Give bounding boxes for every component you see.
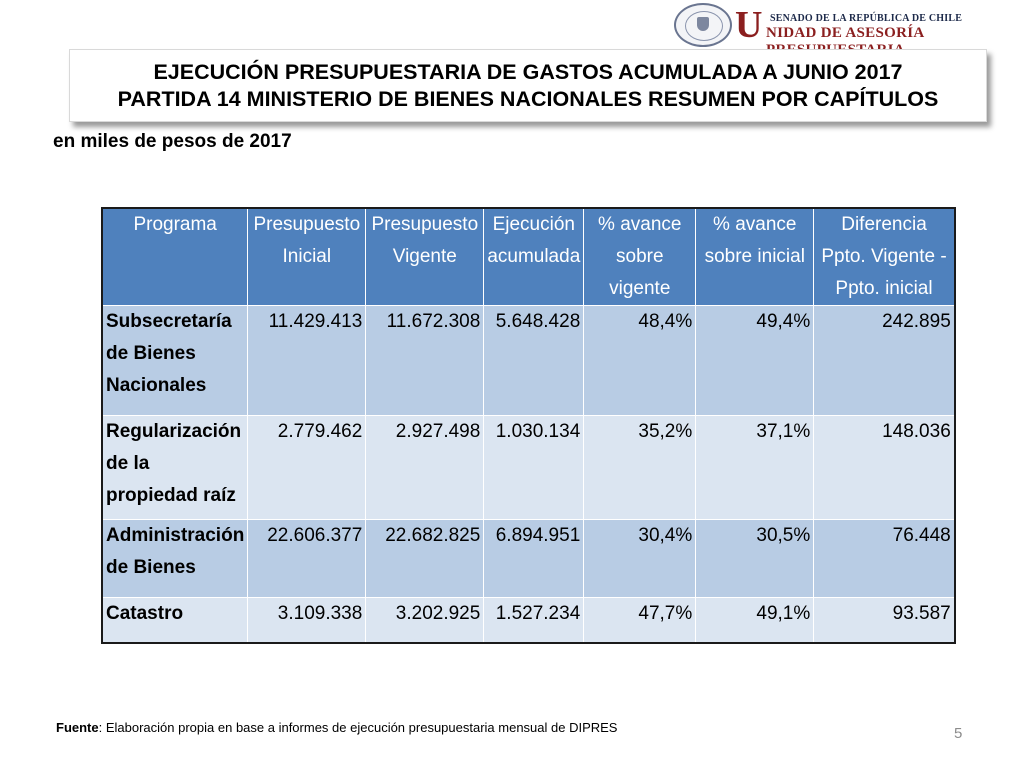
header-programa: Programa [101,207,249,306]
cell-presupuesto-vigente: 3.202.925 [365,597,485,643]
header-presupuesto-vigente: Presupuesto Vigente [365,207,485,306]
row-label: Subsecretaría de Bienes Nacionales [101,305,249,416]
brand-senate-line: SENADO DE LA REPÚBLICA DE CHILE [770,13,963,24]
cell-presupuesto-inicial: 22.606.377 [247,519,367,598]
source-text: : Elaboración propia en base a informes … [98,720,618,735]
cell-avance-vigente: 30,4% [583,519,697,598]
budget-table: Programa Presupuesto Inicial Presupuesto… [101,207,956,644]
header-avance-inicial: % avance sobre inicial [695,207,815,306]
row-label: Catastro [101,597,249,643]
table-row: Catastro 3.109.338 3.202.925 1.527.234 4… [101,597,956,643]
cell-ejecucion: 6.894.951 [483,519,585,598]
cell-avance-inicial: 49,1% [695,597,815,643]
cell-presupuesto-vigente: 2.927.498 [365,415,485,520]
row-label: Regularización de la propiedad raíz [101,415,249,520]
cell-ejecucion: 5.648.428 [483,305,585,416]
cell-presupuesto-inicial: 2.779.462 [247,415,367,520]
cell-presupuesto-vigente: 22.682.825 [365,519,485,598]
table-row: Administración de Bienes 22.606.377 22.6… [101,519,956,598]
header-ejecucion-acumulada: Ejecución acumulada [483,207,585,306]
title-line-2: PARTIDA 14 MINISTERIO DE BIENES NACIONAL… [117,87,939,111]
table-header-row: Programa Presupuesto Inicial Presupuesto… [101,207,956,306]
cell-diferencia: 148.036 [813,415,956,520]
table-row: Subsecretaría de Bienes Nacionales 11.42… [101,305,956,416]
cell-ejecucion: 1.527.234 [483,597,585,643]
source-label: Fuente [56,720,99,735]
cell-presupuesto-inicial: 11.429.413 [247,305,367,416]
cell-avance-inicial: 30,5% [695,519,815,598]
cell-avance-inicial: 37,1% [695,415,815,520]
header-presupuesto-inicial: Presupuesto Inicial [247,207,367,306]
row-label: Administración de Bienes [101,519,249,598]
cell-avance-vigente: 35,2% [583,415,697,520]
cell-diferencia: 76.448 [813,519,956,598]
cell-diferencia: 93.587 [813,597,956,643]
source-note: Fuente: Elaboración propia en base a inf… [56,720,617,735]
cell-presupuesto-vigente: 11.672.308 [365,305,485,416]
seal-shield-icon [697,17,709,31]
title-line-1: EJECUCIÓN PRESUPUESTARIA DE GASTOS ACUMU… [153,60,903,84]
header-avance-vigente: % avance sobre vigente [583,207,697,306]
cell-diferencia: 242.895 [813,305,956,416]
senate-seal-icon [674,3,732,47]
cell-avance-vigente: 48,4% [583,305,697,416]
table-row: Regularización de la propiedad raíz 2.77… [101,415,956,520]
cell-avance-vigente: 47,7% [583,597,697,643]
seal-ring [685,11,723,41]
cell-presupuesto-inicial: 3.109.338 [247,597,367,643]
cell-avance-inicial: 49,4% [695,305,815,416]
cell-ejecucion: 1.030.134 [483,415,585,520]
units-subtitle: en miles de pesos de 2017 [53,131,292,152]
title-box: EJECUCIÓN PRESUPUESTARIA DE GASTOS ACUMU… [69,49,987,122]
brand-initial: U [735,4,763,46]
header-diferencia: Diferencia Ppto. Vigente - Ppto. inicial [813,207,956,306]
page-number: 5 [954,725,963,742]
